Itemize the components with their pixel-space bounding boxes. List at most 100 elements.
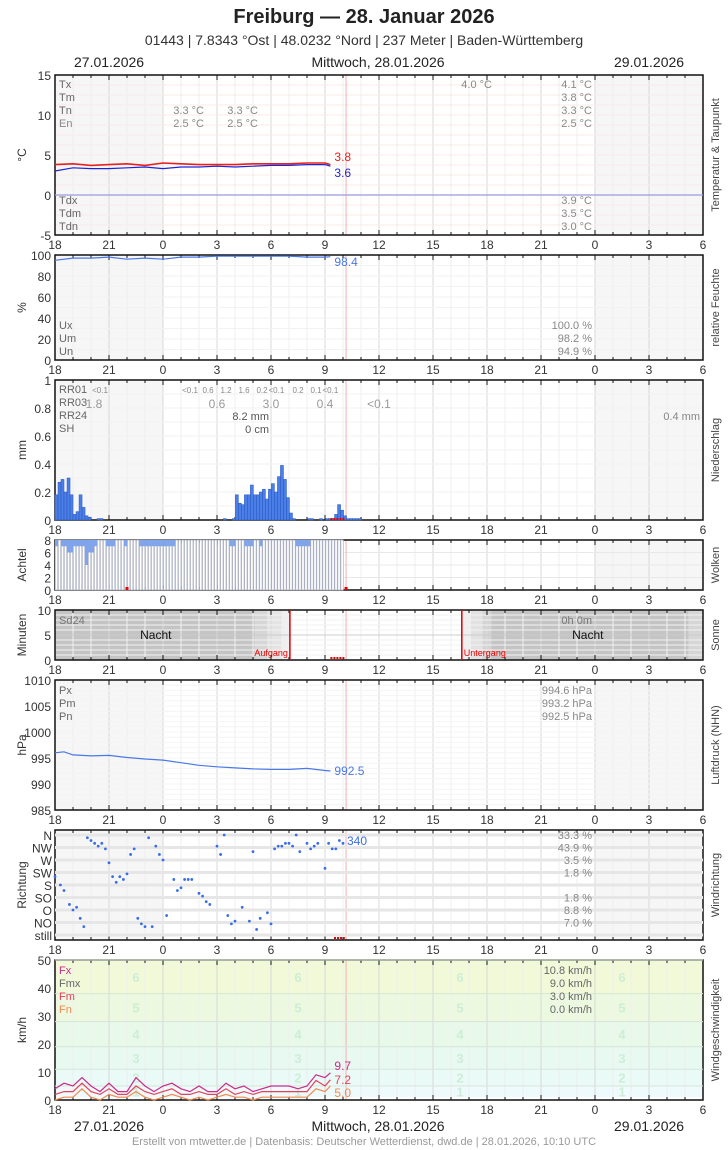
- x-tick-label: 21: [534, 593, 548, 607]
- y-tick-label: 20: [38, 1038, 52, 1052]
- direction-point: [129, 853, 133, 856]
- legend-label: Sd24: [59, 615, 85, 627]
- direction-label: N: [43, 829, 52, 843]
- x-tick-label: 18: [480, 593, 494, 607]
- direction-point: [273, 847, 276, 851]
- legend-label: Tdm: [59, 208, 81, 220]
- value-label: 4.1 °C: [561, 79, 592, 91]
- cloud-gap: [304, 540, 308, 547]
- series-line: [54, 751, 331, 772]
- x-tick-label: 3: [646, 943, 653, 957]
- x-tick-label: 21: [102, 663, 116, 677]
- direction-point: [186, 878, 190, 881]
- direction-point: [197, 891, 201, 895]
- x-tick-label: 21: [102, 943, 116, 957]
- precip-bar: [60, 479, 65, 521]
- direction-point: [276, 844, 280, 848]
- x-tick-label: 21: [102, 813, 116, 827]
- y-tick-label: 5: [44, 629, 51, 643]
- station-info: 01443 | 7.8343 °Ost | 48.0232 °Nord | 23…: [144, 32, 584, 48]
- cloud-gap: [163, 540, 167, 547]
- x-tick-label: 6: [268, 663, 275, 677]
- y-tick-label: 40: [38, 982, 52, 996]
- direction-point: [294, 833, 298, 837]
- y-axis-label: Minuten: [15, 614, 29, 657]
- y-tick-label: 0: [44, 1094, 51, 1108]
- last-value-label: 340: [347, 834, 367, 848]
- precip-bar: [232, 518, 236, 521]
- value-label: 0.2: [256, 386, 268, 395]
- precip-bar: [271, 483, 275, 521]
- cloud-gap: [172, 540, 176, 547]
- value-label: 3.0 km/h: [550, 991, 592, 1003]
- cloud-gap: [307, 540, 311, 547]
- y-tick-label: 0: [44, 654, 51, 668]
- value-label: 0 cm: [245, 424, 269, 436]
- cloud-gap: [160, 540, 164, 547]
- y-tick-label: 10: [38, 109, 52, 123]
- x-tick-label: 3: [214, 663, 221, 677]
- direction-point: [93, 841, 96, 845]
- x-tick-label: 3: [646, 593, 653, 607]
- y-axis-label: hPa: [15, 734, 29, 756]
- direction-point: [179, 886, 183, 890]
- precip-bar: [307, 518, 311, 521]
- x-tick-label: 18: [480, 1103, 494, 1117]
- x-tick-label: 0: [592, 943, 599, 957]
- panel-title: Windrichtung: [710, 853, 722, 917]
- direction-point: [255, 928, 258, 931]
- direction-point: [107, 861, 111, 865]
- cloud-gap: [157, 540, 161, 547]
- value-label: 8.2 mm: [232, 411, 269, 423]
- direction-point: [334, 847, 338, 851]
- panel-title: Windgeschwindigkeit: [710, 979, 722, 1082]
- direction-point: [114, 880, 118, 884]
- direction-label: W: [41, 854, 53, 868]
- x-tick-label: 9: [322, 1103, 329, 1117]
- direction-label: SW: [33, 867, 53, 881]
- precip-bar: [310, 518, 314, 521]
- precip-bar: [244, 494, 248, 521]
- x-tick-label: 3: [214, 1103, 221, 1117]
- value-label: 0.4 mm: [663, 411, 700, 423]
- x-tick-label: 6: [700, 238, 707, 252]
- beaufort-label: 1: [456, 1085, 463, 1100]
- direction-point: [280, 844, 284, 848]
- value-label: 1.2: [220, 386, 232, 395]
- precip-bar: [286, 497, 290, 521]
- last-value-label: 98.4: [334, 255, 358, 269]
- beaufort-label: 6: [294, 970, 301, 985]
- precip-bar: [238, 502, 242, 521]
- legend-label: Fmx: [59, 978, 81, 990]
- precip-bar: [319, 518, 323, 521]
- x-tick-label: 9: [322, 813, 329, 827]
- direction-point: [240, 905, 244, 909]
- y-tick-label: 0: [44, 584, 51, 598]
- x-tick-label: 21: [102, 523, 116, 537]
- precip-bar: [75, 511, 80, 521]
- x-tick-label: 0: [160, 1103, 167, 1117]
- series-line: [54, 255, 331, 261]
- direction-point: [233, 919, 237, 923]
- cloud-gap: [148, 540, 152, 547]
- direction-point: [176, 889, 179, 892]
- y-tick-label: 10: [38, 1066, 52, 1080]
- precip-bar: [292, 518, 296, 521]
- legend-label: Tdn: [59, 221, 78, 233]
- direction-point: [323, 866, 327, 870]
- cloud-gap: [85, 540, 89, 565]
- value-label: 1.6: [238, 386, 250, 395]
- precip-bar: [256, 494, 260, 521]
- cloud-gap: [154, 540, 158, 547]
- x-tick-label: 6: [700, 943, 707, 957]
- cloud-gap: [79, 540, 83, 547]
- value-label: 7.0 %: [564, 918, 592, 930]
- value-label: 2.5 °C: [561, 118, 592, 130]
- direction-point: [82, 925, 86, 929]
- value-label: 3.3 °C: [173, 105, 204, 117]
- cloud-gap: [142, 540, 146, 547]
- y-tick-label: -5: [40, 229, 51, 243]
- value-label: 992.5 hPa: [542, 711, 593, 723]
